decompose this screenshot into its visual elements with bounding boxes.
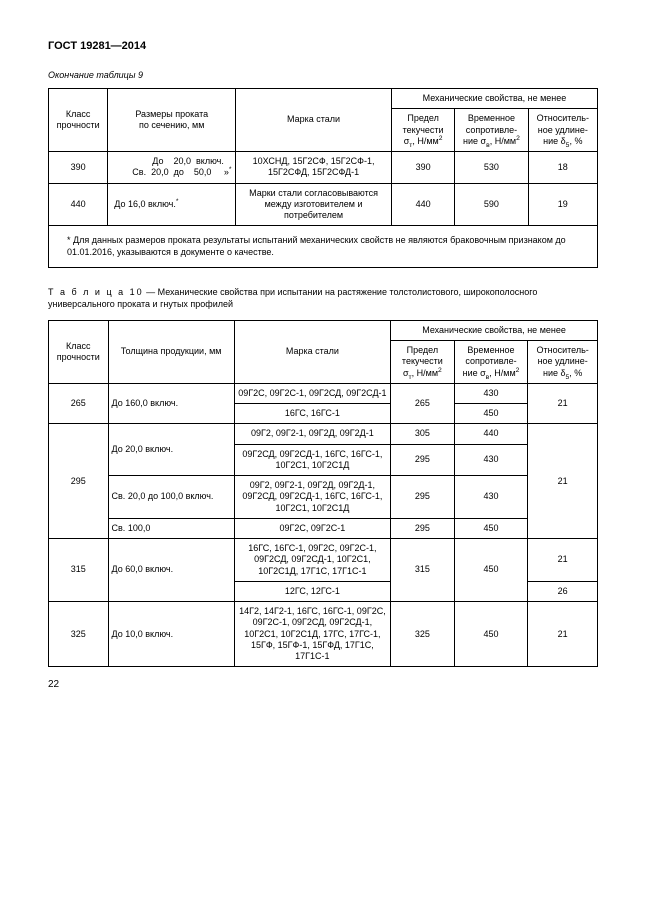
t9-h-mech: Механические свойства, не менее [391,89,597,109]
t9-tens: 590 [455,183,528,226]
cell: 430 [454,444,528,476]
cell: 21 [528,424,598,539]
t9-footnote: * Для данных размеров проката результаты… [49,226,598,267]
table10-caption: Т а б л и ц а 10 — Механические свойства… [48,286,598,310]
cell: 16ГС, 16ГС-1 [234,404,390,424]
t10-h-yield: Предел текучести σт, Н/мм2 [391,341,455,384]
cell: 09Г2С, 09Г2С-1, 09Г2СД, 09Г2СД-1 [234,383,390,403]
t9-sizes: До 16,0 включ.* [108,183,236,226]
t10-h-thick: Толщина продукции, мм [108,320,234,383]
t9-h-tens: Временное сопротивле- ние σв, Н/мм2 [455,109,528,152]
t10-row: 295 До 20,0 включ. 09Г2, 09Г2-1, 09Г2Д, … [49,424,598,444]
t9-tens: 530 [455,152,528,184]
cell: 21 [528,539,598,582]
t10-h-mark: Марка стали [234,320,390,383]
cell: До 60,0 включ. [108,539,234,602]
cell: 325 [49,602,109,667]
t10-row: Св. 20,0 до 100,0 включ. 09Г2, 09Г2-1, 0… [49,476,598,519]
cell: До 20,0 включ. [108,424,234,476]
cell: 430 [454,476,528,519]
t10-h-mech: Механические свойства, не менее [391,320,598,340]
t10-row: 315 До 60,0 включ. 16ГС, 16ГС-1, 09Г2С, … [49,539,598,582]
t10-h-klass: Класс прочности [49,320,109,383]
t10-row: 325 До 10,0 включ. 14Г2, 14Г2-1, 16ГС, 1… [49,602,598,667]
cell: 450 [454,602,528,667]
cell: 315 [391,539,455,602]
cell: 09Г2, 09Г2-1, 09Г2Д, 09Г2Д-1 [234,424,390,444]
cell: 450 [454,518,528,538]
t9-h-yield: Предел текучести σт, Н/мм2 [391,109,454,152]
t10-row: 265 До 160,0 включ. 09Г2С, 09Г2С-1, 09Г2… [49,383,598,403]
cell: 14Г2, 14Г2-1, 16ГС, 16ГС-1, 09Г2С, 09Г2С… [234,602,390,667]
cell: Св. 100,0 [108,518,234,538]
t9-mark: 10ХСНД, 15Г2СФ, 15Г2СФ-1, 15Г2СФД, 15Г2С… [236,152,392,184]
cell: 450 [454,404,528,424]
cell: 295 [391,476,455,519]
t9-h-mark: Марка стали [236,89,392,152]
cell: 450 [454,539,528,602]
cell: 315 [49,539,109,602]
page-number: 22 [48,679,598,690]
cell: 26 [528,581,598,601]
cell: 09Г2С, 09Г2С-1 [234,518,390,538]
cell: До 10,0 включ. [108,602,234,667]
table9-caption: Окончание таблицы 9 [48,70,598,80]
t9-klass: 440 [49,183,108,226]
t9-klass: 390 [49,152,108,184]
t10-row: Св. 100,0 09Г2С, 09Г2С-1 295 450 [49,518,598,538]
t9-yield: 390 [391,152,454,184]
t9-row: 440 До 16,0 включ.* Марки стали согласов… [49,183,598,226]
cell: 440 [454,424,528,444]
cell: 295 [391,518,455,538]
cell: 265 [49,383,109,424]
table-10: Класс прочности Толщина продукции, мм Ма… [48,320,598,668]
t9-yield: 440 [391,183,454,226]
cell: Св. 20,0 до 100,0 включ. [108,476,234,519]
t9-elong: 18 [528,152,597,184]
t9-elong: 19 [528,183,597,226]
t10-h-elong: Относитель- ное удлине- ние δ5, % [528,341,598,384]
cell: 09Г2СД, 09Г2СД-1, 16ГС, 16ГС-1, 10Г2С1, … [234,444,390,476]
cell: 295 [49,424,109,539]
cell: До 160,0 включ. [108,383,234,424]
cell: 265 [391,383,455,424]
cell: 295 [391,444,455,476]
cell: 325 [391,602,455,667]
cell: 09Г2, 09Г2-1, 09Г2Д, 09Г2Д-1, 09Г2СД, 09… [234,476,390,519]
t9-sizes: До 20,0 включ. Св. 20,0 до 50,0 »* [108,152,236,184]
cell: 430 [454,383,528,403]
t9-h-sizes: Размеры проката по сечению, мм [108,89,236,152]
t9-h-klass: Класс прочности [49,89,108,152]
gost-header: ГОСТ 19281—2014 [48,40,598,52]
cell: 16ГС, 16ГС-1, 09Г2С, 09Г2С-1, 09Г2СД, 09… [234,539,390,582]
cell: 12ГС, 12ГС-1 [234,581,390,601]
t10-h-tens: Временное сопротивле- ние σв, Н/мм2 [454,341,528,384]
table-9: Класс прочности Размеры проката по сечен… [48,88,598,268]
t9-h-elong: Относитель- ное удлине- ние δ5, % [528,109,597,152]
t9-mark: Марки стали согласовываются между изгото… [236,183,392,226]
cell: 21 [528,602,598,667]
cell: 305 [391,424,455,444]
t9-row: 390 До 20,0 включ. Св. 20,0 до 50,0 »* 1… [49,152,598,184]
cell: 21 [528,383,598,424]
